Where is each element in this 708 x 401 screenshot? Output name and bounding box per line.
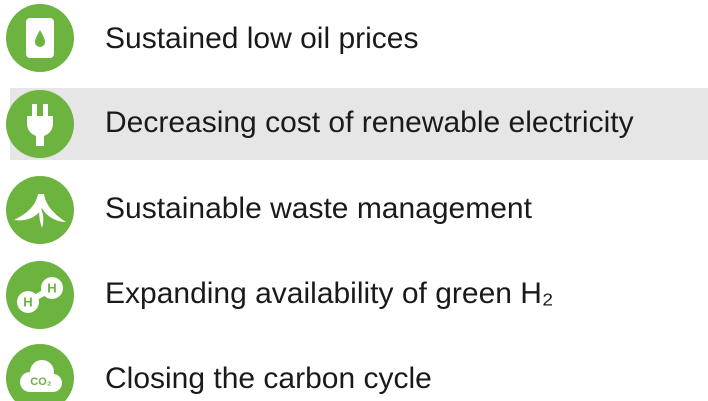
icon-label: H	[47, 280, 56, 295]
row-text: Sustainable waste management	[105, 192, 533, 225]
hydrogen-icon: H H	[6, 261, 74, 329]
row-text: Closing the carbon cycle	[105, 362, 432, 395]
icon-label: H	[23, 294, 32, 309]
row-highlight	[10, 88, 708, 160]
oil-icon	[6, 4, 74, 72]
co2-icon: CO₂	[6, 344, 74, 401]
row-text: Expanding availability of green H₂	[105, 277, 554, 310]
row-text: Sustained low oil prices	[105, 22, 419, 55]
row-text: Decreasing cost of renewable electricity	[105, 106, 634, 139]
icon-label: CO₂	[30, 376, 52, 388]
plug-icon	[6, 90, 74, 158]
waste-icon	[6, 176, 74, 244]
